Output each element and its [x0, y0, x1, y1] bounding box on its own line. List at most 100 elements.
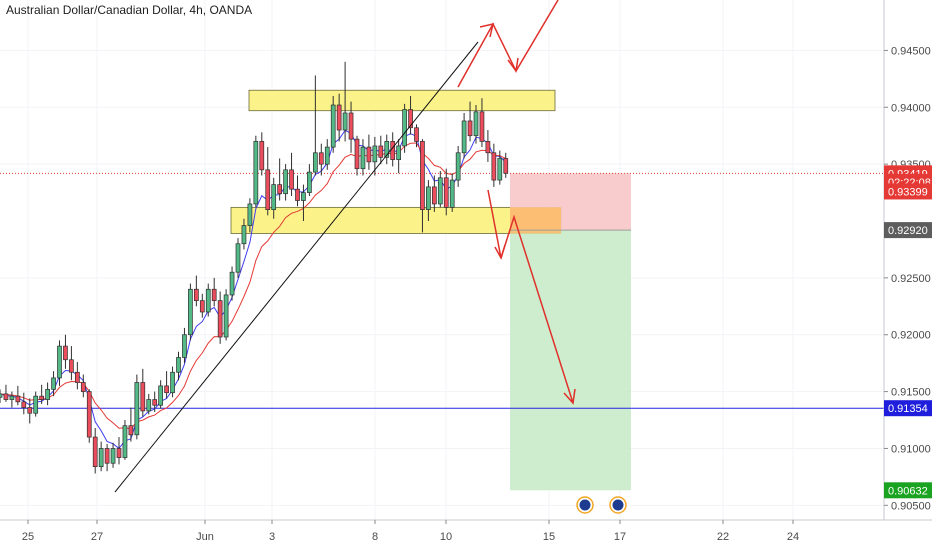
candle-body: [467, 120, 473, 137]
price-tick-label: 0.91500: [891, 387, 931, 399]
candle-body: [69, 359, 74, 373]
candle-body: [348, 112, 354, 140]
event-icon-core: [612, 499, 624, 511]
candle-body: [313, 152, 318, 173]
candle-body: [473, 111, 479, 137]
event-flag-icon[interactable]: [576, 496, 594, 514]
candle-body: [354, 138, 360, 170]
candle-body: [247, 203, 253, 226]
event-flag-icon[interactable]: [609, 496, 627, 514]
price-tag-label: 0.90632: [888, 485, 928, 497]
candle-body: [15, 395, 21, 403]
candle-body: [283, 169, 288, 195]
price-tag-label: 0.93399: [888, 186, 928, 198]
event-icon-core: [579, 499, 591, 511]
candle-body: [241, 225, 247, 245]
candle-body: [318, 152, 324, 165]
candle-body: [57, 345, 62, 379]
candle-body: [360, 146, 366, 170]
grid-lines: [0, 0, 884, 520]
candle-body: [51, 377, 56, 390]
candle-body: [235, 243, 241, 273]
candle-body: [158, 385, 163, 406]
projection-arrow-up: [457, 0, 559, 88]
trend-line: [114, 41, 479, 493]
price-tag-label: 0.92920: [888, 225, 928, 237]
candle-body: [229, 271, 235, 296]
arrow-head: [507, 57, 519, 73]
price-tag: [884, 482, 932, 499]
candle-body: [9, 395, 15, 400]
candle-body: [432, 186, 437, 205]
time-tick-label: 24: [787, 531, 799, 543]
candle-body: [277, 184, 282, 195]
time-tick-label: 10: [440, 531, 452, 543]
time-tick-label: 25: [22, 531, 34, 543]
candle-body: [414, 127, 419, 142]
candle-body: [98, 448, 104, 467]
candle-body: [426, 186, 431, 210]
time-axis-bg: [0, 520, 884, 550]
drawings-layer: [114, 0, 576, 493]
candle-body: [497, 158, 503, 181]
time-tick-label: 22: [717, 531, 729, 543]
candle-body: [479, 111, 485, 142]
candle-body: [271, 184, 277, 210]
candle-body: [420, 141, 425, 210]
price-tag: [884, 183, 932, 200]
candle-body: [485, 141, 491, 154]
candle-body: [223, 294, 229, 338]
candle-body: [265, 169, 271, 210]
candle-body: [205, 288, 211, 313]
candle-body: [503, 158, 509, 174]
price-tag: [884, 222, 932, 239]
price-tick-label: 0.94500: [891, 45, 931, 57]
candle-body: [384, 141, 390, 158]
resistance-zone: [248, 89, 556, 112]
candle-body: [128, 425, 134, 436]
arrow-head: [479, 22, 495, 38]
candle-body: [307, 171, 312, 193]
candle-body: [63, 345, 68, 361]
candle-body: [152, 399, 158, 406]
candle-body: [0, 393, 3, 398]
candle-body: [21, 401, 27, 408]
candle-body: [372, 145, 378, 163]
candle-body: [336, 104, 342, 131]
time-tick-label: 3: [269, 531, 275, 543]
candle-body: [289, 169, 294, 190]
candle-body: [396, 145, 401, 160]
candle-body: [301, 192, 306, 201]
time-tick-label: 27: [91, 531, 103, 543]
time-tick-label: 8: [372, 531, 378, 543]
candle-body: [491, 152, 497, 181]
price-axis-bg: [884, 0, 932, 550]
time-tick-label: 15: [543, 531, 555, 543]
candle-body: [211, 288, 217, 301]
price-tick-label: 0.91000: [891, 443, 931, 455]
price-tick-label: 0.94000: [891, 102, 931, 114]
candle-body: [176, 357, 181, 373]
candle-body: [449, 179, 455, 208]
take-profit-zone: [510, 230, 631, 491]
candle-body: [80, 382, 86, 392]
position-tool[interactable]: [510, 173, 631, 491]
chart-title: Australian Dollar/Canadian Dollar, 4h, O…: [6, 3, 252, 17]
candle-body: [199, 300, 205, 313]
price-axis[interactable]: 0.945000.940000.935000.925000.920000.915…: [883, 0, 932, 550]
candle-body: [443, 177, 449, 208]
candle-body: [324, 146, 330, 165]
time-axis[interactable]: 25 27 Jun 3 8 10 15 17 22 24: [0, 519, 932, 550]
candle-body: [146, 399, 152, 412]
price-tag-label: 0.91354: [888, 403, 928, 415]
candle-body: [92, 436, 98, 467]
event-icons[interactable]: [576, 496, 627, 514]
time-tick-label: Jun: [196, 531, 214, 543]
candle-body: [140, 382, 146, 412]
candle-body: [116, 448, 122, 458]
candle-body: [437, 177, 443, 205]
candle-body: [455, 152, 461, 181]
candle-body: [295, 188, 300, 201]
candle-body: [86, 391, 92, 438]
